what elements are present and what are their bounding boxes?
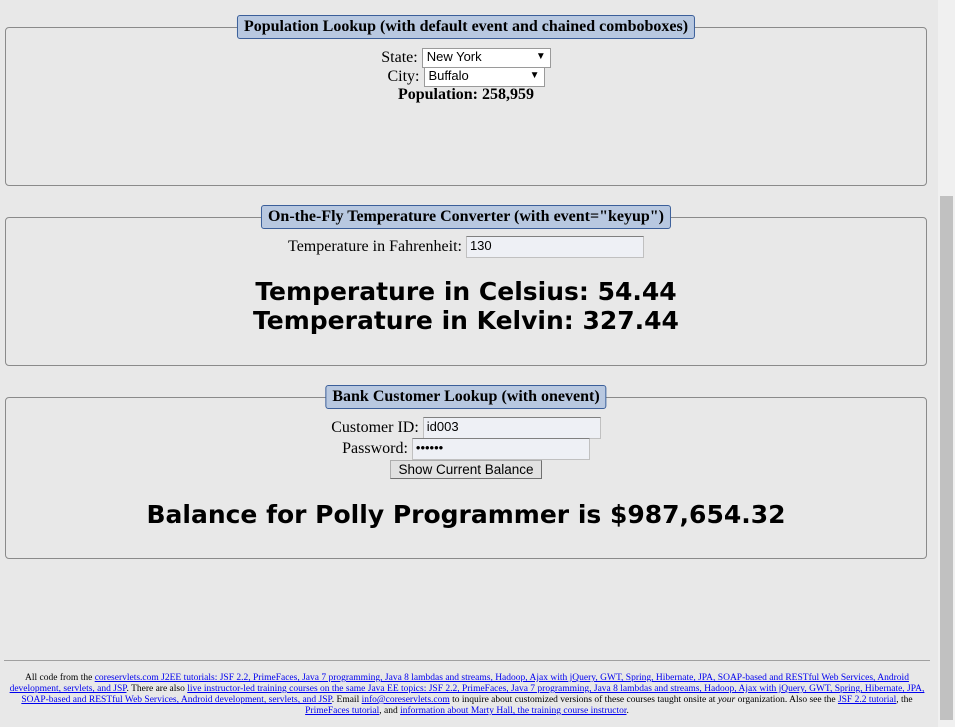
fahrenheit-input[interactable]: 130 — [465, 236, 644, 258]
balance-result: Balance for Polly Programmer is $987,654… — [146, 500, 786, 529]
state-row: State: New York ▼ — [6, 48, 926, 68]
show-current-balance-button[interactable]: Show Current Balance — [390, 460, 542, 479]
temperature-converter-panel: On-the-Fly Temperature Converter (with e… — [5, 205, 927, 366]
footer-emphasis: your — [717, 695, 736, 705]
population-lookup-panel: Population Lookup (with default event an… — [5, 15, 927, 186]
footer-text: All code from the — [25, 673, 95, 683]
footer-text: , and — [379, 706, 401, 716]
footer: All code from the coreservlets.com J2EE … — [4, 660, 930, 717]
password-input[interactable]: •••••• — [411, 438, 590, 460]
population-result: Population: 258,959 — [397, 86, 534, 103]
state-select[interactable]: New York ▼ — [421, 48, 551, 68]
footer-text: to inquire about customized versions of … — [449, 695, 718, 705]
population-lookup-legend: Population Lookup (with default event an… — [236, 15, 696, 39]
temperature-converter-legend: On-the-Fly Temperature Converter (with e… — [260, 205, 672, 229]
footer-link-email[interactable]: info@coreservlets.com — [361, 695, 450, 705]
kelvin-result: Temperature in Kelvin: 327.44 — [253, 306, 679, 335]
celsius-result: Temperature in Celsius: 54.44 — [255, 277, 677, 306]
chevron-down-icon: ▼ — [529, 70, 540, 81]
scrollbar-thumb[interactable] — [940, 196, 953, 720]
fahrenheit-label: Temperature in Fahrenheit: — [288, 238, 462, 255]
city-select[interactable]: Buffalo ▼ — [423, 67, 545, 87]
city-select-value: Buffalo — [428, 68, 469, 83]
bank-customer-legend: Bank Customer Lookup (with onevent) — [325, 385, 607, 409]
city-label: City: — [387, 68, 420, 85]
footer-text: . — [626, 706, 629, 716]
state-label: State: — [381, 49, 418, 66]
vertical-scrollbar[interactable] — [938, 0, 955, 727]
bank-customer-panel: Bank Customer Lookup (with onevent) Cust… — [5, 385, 927, 559]
footer-text: organization. Also see the — [735, 695, 838, 705]
fahrenheit-row: Temperature in Fahrenheit: 130 — [6, 236, 926, 258]
chevron-down-icon: ▼ — [535, 51, 546, 62]
footer-link-jsf-tutorial[interactable]: JSF 2.2 tutorial — [837, 695, 897, 705]
footer-text: . There are also — [126, 684, 188, 694]
footer-link-instructor[interactable]: information about Marty Hall, the traini… — [400, 706, 627, 716]
footer-text: , the — [896, 695, 913, 705]
password-label: Password: — [342, 440, 408, 457]
customer-id-input[interactable]: id003 — [422, 417, 601, 439]
footer-text: . Email — [331, 695, 362, 705]
footer-link-primefaces-tutorial[interactable]: PrimeFaces tutorial — [305, 706, 380, 716]
customer-id-label: Customer ID: — [331, 419, 419, 436]
customer-id-row: Customer ID: id003 — [6, 417, 926, 439]
state-select-value: New York — [426, 49, 482, 64]
footer-link-tutorials[interactable]: coreservlets.com J2EE tutorials: JSF 2.2… — [9, 673, 909, 694]
button-row: Show Current Balance — [6, 460, 926, 479]
footer-link-courses[interactable]: live instructor-led training courses on … — [21, 684, 925, 705]
city-row: City: Buffalo ▼ — [6, 67, 926, 87]
password-row: Password: •••••• — [6, 438, 926, 460]
